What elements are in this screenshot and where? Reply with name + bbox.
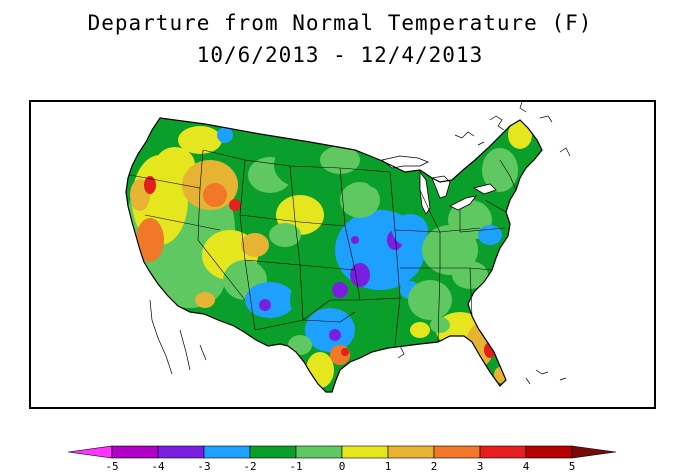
colorbar-bin bbox=[387, 445, 435, 459]
map-title: Departure from Normal Temperature (F) bbox=[87, 11, 593, 35]
colorbar-tick-label: 1 bbox=[385, 460, 392, 473]
colorbar-bin bbox=[249, 445, 297, 459]
colorbar-bin bbox=[479, 445, 527, 459]
colorbar-tick-label: 5 bbox=[569, 460, 576, 473]
colorbar-tick-label: -4 bbox=[151, 460, 165, 473]
colorbar-tick-label: 0 bbox=[339, 460, 346, 473]
colorbar-bin bbox=[341, 445, 389, 459]
colorbar-arrow-low bbox=[67, 445, 113, 459]
colorbar-bin bbox=[525, 445, 573, 459]
map-date-range: 10/6/2013 - 12/4/2013 bbox=[196, 43, 484, 67]
colorbar: -5 -4 -3 -2 -1 0 1 2 3 4 5 bbox=[67, 445, 617, 473]
colorbar-tick-label: 4 bbox=[523, 460, 530, 473]
coastline-fragments bbox=[149, 102, 571, 385]
colorbar-tick-label: -2 bbox=[243, 460, 256, 473]
colorbar-tick-label: -1 bbox=[289, 460, 302, 473]
colorbar-tick-label: 2 bbox=[431, 460, 438, 473]
colorbar-tick-label: -3 bbox=[197, 460, 210, 473]
colorbar-bin bbox=[111, 445, 159, 459]
colorbar-tick-label: -5 bbox=[105, 460, 118, 473]
colorbar-bin bbox=[203, 445, 251, 459]
colorbar-arrow-high bbox=[571, 445, 617, 459]
temperature-departure-map bbox=[125, 102, 571, 393]
colorbar-bin bbox=[157, 445, 205, 459]
colorbar-bin bbox=[295, 445, 343, 459]
map-frame bbox=[29, 100, 656, 409]
colorbar-tick-label: 3 bbox=[477, 460, 484, 473]
state-boundaries bbox=[129, 149, 517, 346]
colorbar-bin bbox=[433, 445, 481, 459]
great-lakes bbox=[381, 155, 497, 215]
us-outline bbox=[125, 117, 543, 393]
